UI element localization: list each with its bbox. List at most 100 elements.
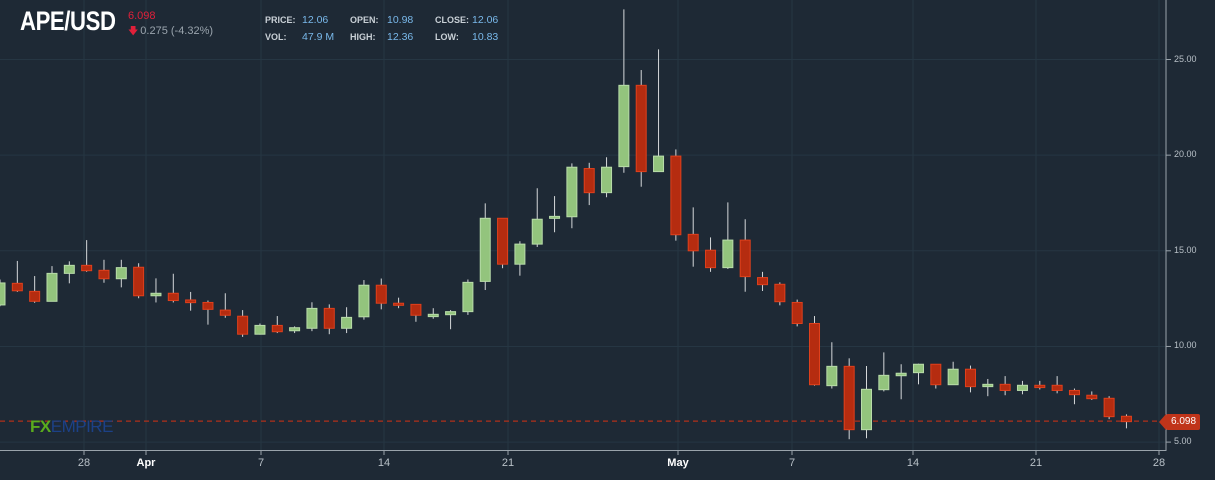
y-tick-label: 25.00	[1174, 53, 1197, 64]
candle-up	[115, 267, 127, 280]
symbol-title: APE/USD	[20, 6, 116, 36]
candle-up	[895, 372, 907, 377]
y-tick-label: 10.00	[1174, 340, 1197, 351]
candle-up	[549, 215, 561, 219]
candle-down	[999, 383, 1011, 391]
candle-down	[583, 168, 595, 194]
stat-vol: VOL: 47.9 M	[265, 31, 334, 43]
candle-up	[1016, 384, 1028, 391]
stat-value: 47.9 M	[302, 31, 335, 43]
candle-down	[393, 302, 405, 306]
stat-label: CLOSE:	[435, 15, 470, 25]
arrow-down-icon: 🡇	[128, 26, 139, 37]
candle-down	[635, 84, 647, 173]
candle-down	[930, 363, 942, 386]
candle-down	[11, 282, 23, 292]
last-price: 6.098	[128, 10, 156, 22]
logo-fx: FX	[30, 417, 51, 436]
logo-empire: EMPIRE	[50, 417, 114, 436]
x-tick-label: 7	[257, 457, 265, 469]
candle-up	[601, 166, 613, 194]
candle-down	[705, 249, 717, 269]
price-change: 🡇 0.275 (-4.32%)	[128, 24, 213, 41]
candle-down	[410, 303, 422, 316]
stat-label: LOW:	[435, 32, 459, 42]
candle-down	[81, 264, 93, 272]
candle-down	[219, 309, 231, 316]
candle-up	[653, 155, 665, 173]
candle-up	[358, 284, 370, 318]
x-tick-label: 21	[501, 457, 515, 469]
y-tick-label: 15.00	[1174, 244, 1197, 255]
candle-up	[341, 316, 353, 329]
stat-value: 12.06	[472, 14, 499, 26]
candle-down	[774, 283, 786, 303]
candle-up	[566, 166, 578, 218]
candle-down	[375, 284, 387, 304]
candle-down	[809, 322, 821, 386]
candle-down	[133, 266, 145, 297]
candle-up	[912, 363, 924, 374]
candle-down	[271, 324, 283, 333]
candle-up	[479, 217, 491, 282]
candle-down	[1051, 384, 1063, 391]
candle-down	[98, 269, 110, 280]
candle-up	[826, 365, 838, 387]
candle-down	[687, 233, 699, 252]
x-tick-label: 28	[77, 457, 91, 469]
stat-open: OPEN: 10.98	[350, 14, 413, 26]
x-tick-label: 28	[1152, 457, 1166, 469]
candle-up	[947, 368, 959, 386]
last-price-tag: 6.098	[1158, 414, 1201, 430]
stat-high: HIGH: 12.36	[350, 31, 413, 43]
y-tick-label: 5.00	[1174, 436, 1192, 447]
stat-low: LOW: 10.83	[435, 31, 498, 43]
candle-down	[237, 315, 249, 335]
fxempire-logo: FXEMPIRE	[30, 417, 113, 437]
price-change-value: 0.275 (-4.32%)	[140, 25, 214, 37]
stat-value: 10.98	[387, 14, 414, 26]
x-tick-label: May	[667, 457, 689, 469]
candle-up	[0, 282, 6, 306]
stat-label: PRICE:	[265, 15, 296, 25]
candle-up	[618, 84, 630, 168]
candle-down	[739, 239, 751, 278]
candle-up	[289, 327, 301, 332]
y-tick-label: 20.00	[1174, 149, 1197, 160]
candle-down	[1034, 384, 1046, 389]
candle-up	[254, 324, 266, 335]
candle-down	[964, 368, 976, 388]
candle-down	[167, 292, 179, 302]
stat-label: OPEN:	[350, 15, 379, 25]
x-tick-label: 14	[906, 457, 920, 469]
candle-up	[722, 239, 734, 269]
candle-down	[1086, 394, 1098, 400]
candle-up	[982, 383, 994, 388]
stat-value: 12.06	[302, 14, 329, 26]
candle-down	[670, 155, 682, 236]
stat-label: HIGH:	[350, 32, 376, 42]
candle-down	[497, 217, 509, 265]
stat-close: CLOSE: 12.06	[435, 14, 498, 26]
candle-down	[757, 277, 769, 286]
candle-up	[46, 272, 58, 302]
candle-up	[306, 307, 318, 329]
candle-up	[63, 264, 75, 274]
candle-up	[878, 374, 890, 391]
candle-up	[531, 218, 543, 245]
candle-down	[1068, 389, 1080, 396]
candle-down	[843, 365, 855, 431]
candle-down	[791, 301, 803, 324]
stat-value: 12.36	[387, 31, 414, 43]
candle-down	[202, 301, 214, 310]
x-tick-label: 21	[1029, 457, 1043, 469]
stat-label: VOL:	[265, 32, 287, 42]
candle-up	[150, 292, 162, 297]
candle-down	[29, 290, 41, 302]
x-tick-label: 14	[377, 457, 391, 469]
x-tick-label: 7	[788, 457, 796, 469]
stat-price: PRICE: 12.06	[265, 14, 328, 26]
candle-down	[185, 299, 197, 304]
candle-up	[445, 311, 457, 316]
